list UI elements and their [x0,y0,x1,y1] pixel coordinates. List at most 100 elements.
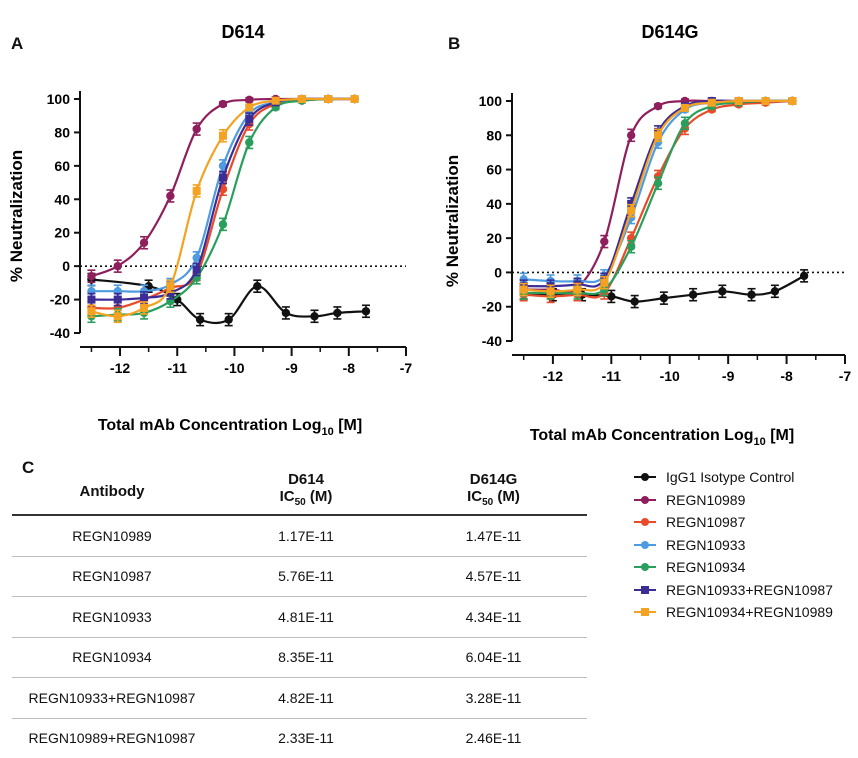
data-point [324,95,333,103]
data-point [654,131,663,140]
x-axis-label-main: Total mAb Concentration Log [530,427,754,444]
data-point [627,206,636,215]
ic50-table-container: Antibody D614 IC50 (M) D614G IC50 (M) RE… [12,468,587,758]
legend-swatch-marker [641,495,649,504]
ic50-table: Antibody D614 IC50 (M) D614G IC50 (M) RE… [12,468,587,758]
y-tick-label: 20 [54,225,70,241]
table-row: REGN10934 8.35E-11 6.04E-11 [12,636,587,678]
cell-d614g: 4.34E-11 [400,596,587,637]
data-point [653,101,663,111]
y-tick-label: 0 [62,258,70,274]
y-tick-label: 60 [486,162,502,178]
cell-d614: 4.82E-11 [212,677,400,718]
data-point [218,99,228,109]
data-point [218,220,228,229]
data-point [139,238,149,247]
data-point [626,242,636,251]
x-tick-label: -7 [400,360,413,376]
data-point [600,285,609,294]
legend-swatch-marker [641,608,649,617]
data-point [600,278,609,287]
panel-letter-a: A [11,34,24,53]
data-point [546,287,555,296]
header-d614-name: D614 [288,471,324,488]
y-axis-label: % Neutralization [443,155,462,287]
data-point [218,161,228,171]
y-tick-label: 80 [54,124,70,140]
legend-item: REGN10934+REGN10989 [632,601,833,624]
data-point [140,293,149,302]
y-tick-label: -40 [482,333,502,349]
cell-d614: 2.33E-11 [212,717,400,758]
data-point [707,98,716,107]
chart-panel-b: D614G -40 -20 0 20 40 60 80 100 -12 -11 -10 -9 -8 -7 % … [443,22,851,448]
cell-d614g: 4.57E-11 [400,555,587,597]
x-tick-label: -8 [343,360,356,376]
table-header-row: Antibody D614 IC50 (M) D614G IC50 (M) [12,468,587,515]
cell-antibody: REGN10933 [12,596,212,637]
series-regn10933-regn10987 [87,95,359,307]
legend-label: REGN10987 [666,514,746,531]
x-axis-label: Total mAb Concentration Log10 [M] [98,417,362,438]
y-tick-label: -20 [482,299,502,315]
series-curve [91,278,367,325]
x-tick-label: -11 [602,368,622,384]
cell-antibody: REGN10989 [72,527,152,544]
legend-label: REGN10934+REGN10989 [666,604,833,621]
data-point [245,95,254,105]
x-axis-label-tail: [M] [766,427,794,444]
legend-item: REGN10989 [632,489,833,512]
data-point [680,103,689,112]
y-tick-label: 60 [54,158,70,174]
cell-antibody: REGN10934 [12,636,212,678]
y-tick-label: -40 [50,325,70,341]
y-tick-label: 20 [486,230,502,246]
legend-swatch-marker [641,473,649,482]
y-tick-label: 80 [486,127,502,143]
cell-d614: 4.81E-11 [212,596,400,637]
data-point [519,285,528,294]
legend-item: REGN10934 [632,556,833,579]
data-point [192,265,201,274]
data-point [87,307,96,316]
header-d614-sub: 50 [294,497,306,508]
panel-letter-b: B [448,34,461,53]
data-point [680,119,690,128]
data-point [653,179,663,188]
header-d614-ic: IC [279,488,295,505]
data-point [350,95,359,103]
table-row: REGN10987 5.76E-11 4.57E-11 [12,555,587,597]
x-tick-label: -9 [722,368,735,384]
x-tick-label: -12 [543,368,563,384]
legend-swatch [634,608,656,617]
header-d614g-unit: (M) [493,488,520,505]
data-point [166,282,175,291]
series-regn10934-regn10989 [519,97,797,299]
data-point [626,131,636,140]
data-point [245,103,254,112]
data-point [734,97,743,105]
series-regn10987 [87,94,359,315]
cell-d614: 5.76E-11 [212,555,400,597]
data-point [630,297,639,306]
series-regn10934-regn10989 [87,95,359,324]
x-tick-label: -10 [660,368,680,384]
legend-item: REGN10933 [632,534,833,557]
legend-swatch [634,563,656,572]
data-point [192,186,201,195]
x-axis-label-main: Total mAb Concentration Log [98,417,322,434]
legend-swatch-marker [641,518,649,527]
data-point [166,191,175,201]
data-point [87,295,96,304]
x-axis-label-subscript: 10 [322,426,334,438]
x-tick-label: -8 [780,368,793,384]
chart-title: D614 [221,22,264,42]
data-point [192,253,201,262]
data-point [271,96,280,105]
legend-swatch-marker [641,540,649,549]
table-row: REGN10933+REGN10987 4.82E-11 3.28E-11 [12,677,587,718]
x-tick-label: -12 [110,360,130,376]
data-point [218,131,227,140]
cell-antibody: REGN10989+REGN10987 [12,717,212,758]
data-point [659,293,669,303]
